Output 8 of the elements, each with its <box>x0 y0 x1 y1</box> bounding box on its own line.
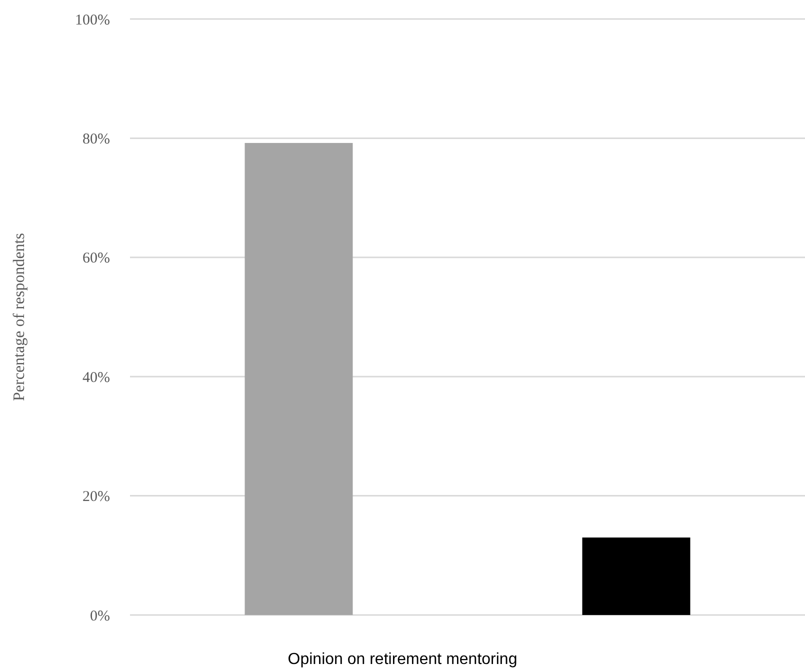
y-tick-label: 60% <box>82 250 110 267</box>
y-tick-label: 0% <box>90 608 110 624</box>
y-tick-label: 100% <box>75 12 110 28</box>
y-tick-label: 40% <box>82 370 110 386</box>
y-tick-label: 80% <box>82 131 110 148</box>
x-axis-title: Opinion on retirement mentoring <box>288 651 518 668</box>
y-axis-title: Percentage of respondents <box>11 233 28 401</box>
y-tick-label: 20% <box>82 489 110 506</box>
